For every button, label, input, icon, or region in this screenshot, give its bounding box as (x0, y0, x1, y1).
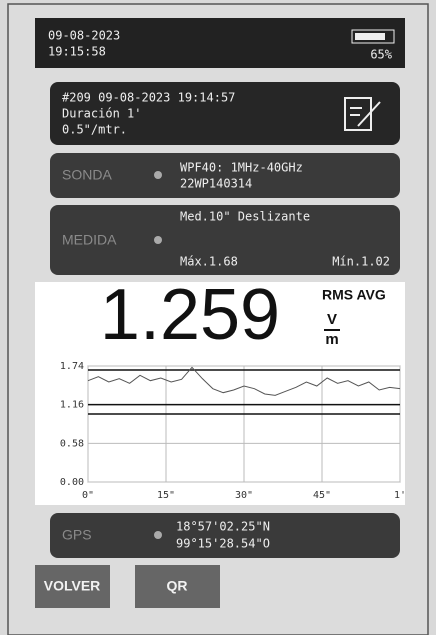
probe-model: WPF40: 1MHz-40GHz (180, 161, 303, 175)
x-tick-label: 0" (82, 490, 94, 501)
record-line: 0.5"/mtr. (62, 123, 127, 137)
y-tick-label: 1.16 (60, 400, 84, 411)
x-tick-label: 30" (235, 490, 253, 501)
x-tick-label: 15" (157, 490, 175, 501)
battery-icon (351, 29, 395, 44)
battery: 65% (370, 48, 392, 62)
measure-min: Mín.1.02 (332, 255, 390, 269)
y-tick-label: 1.74 (60, 361, 84, 372)
measure-max: Máx.1.68 (180, 255, 238, 269)
record-line: #209 09-08-2023 19:14:57 (62, 91, 235, 105)
back-button[interactable] (35, 565, 110, 608)
reading-value: 1.259 (100, 275, 280, 355)
measure-mode: Med.10" Deslizante (180, 210, 310, 224)
qr-label[interactable]: QR (167, 578, 188, 594)
record-line: Duración 1' (62, 107, 141, 121)
battery-level (355, 33, 385, 40)
measure-panel (50, 205, 400, 275)
y-tick-label: 0.58 (60, 438, 84, 449)
arrow (154, 171, 162, 179)
x-tick-label: 1' (394, 490, 406, 501)
trace-chart: 0.00 0.58 1.16 1.74 0" 15" 30" 45" 1' (60, 361, 406, 501)
unit-bottom: m (325, 331, 338, 348)
record-panel (50, 82, 400, 145)
gps-panel (50, 513, 400, 558)
probe-panel (50, 153, 400, 198)
arrow (154, 531, 162, 539)
gps-lat: 18°57'02.25"N (176, 520, 270, 534)
unit-top: V (327, 311, 337, 328)
back-label[interactable]: VOLVER (44, 578, 101, 594)
gps-lon: 99°15'28.54"O (176, 537, 270, 551)
qr-button[interactable] (135, 565, 220, 608)
probe-serial: 22WP140314 (180, 177, 252, 191)
measure-label: MEDIDA (62, 232, 117, 248)
x-tick-label: 45" (313, 490, 331, 501)
date: 09-08-2023 (48, 29, 120, 43)
reading-area (35, 282, 405, 505)
arrow (154, 236, 162, 244)
gps-label: GPS (62, 527, 92, 543)
y-tick-label: 0.00 (60, 477, 84, 488)
edit-icon (344, 97, 381, 131)
trace (87, 366, 401, 396)
probe-label: SONDA (62, 167, 112, 183)
reading-kind: RMS AVG (322, 287, 386, 303)
status-bar (35, 18, 405, 68)
time: 19:15:58 (48, 45, 106, 59)
